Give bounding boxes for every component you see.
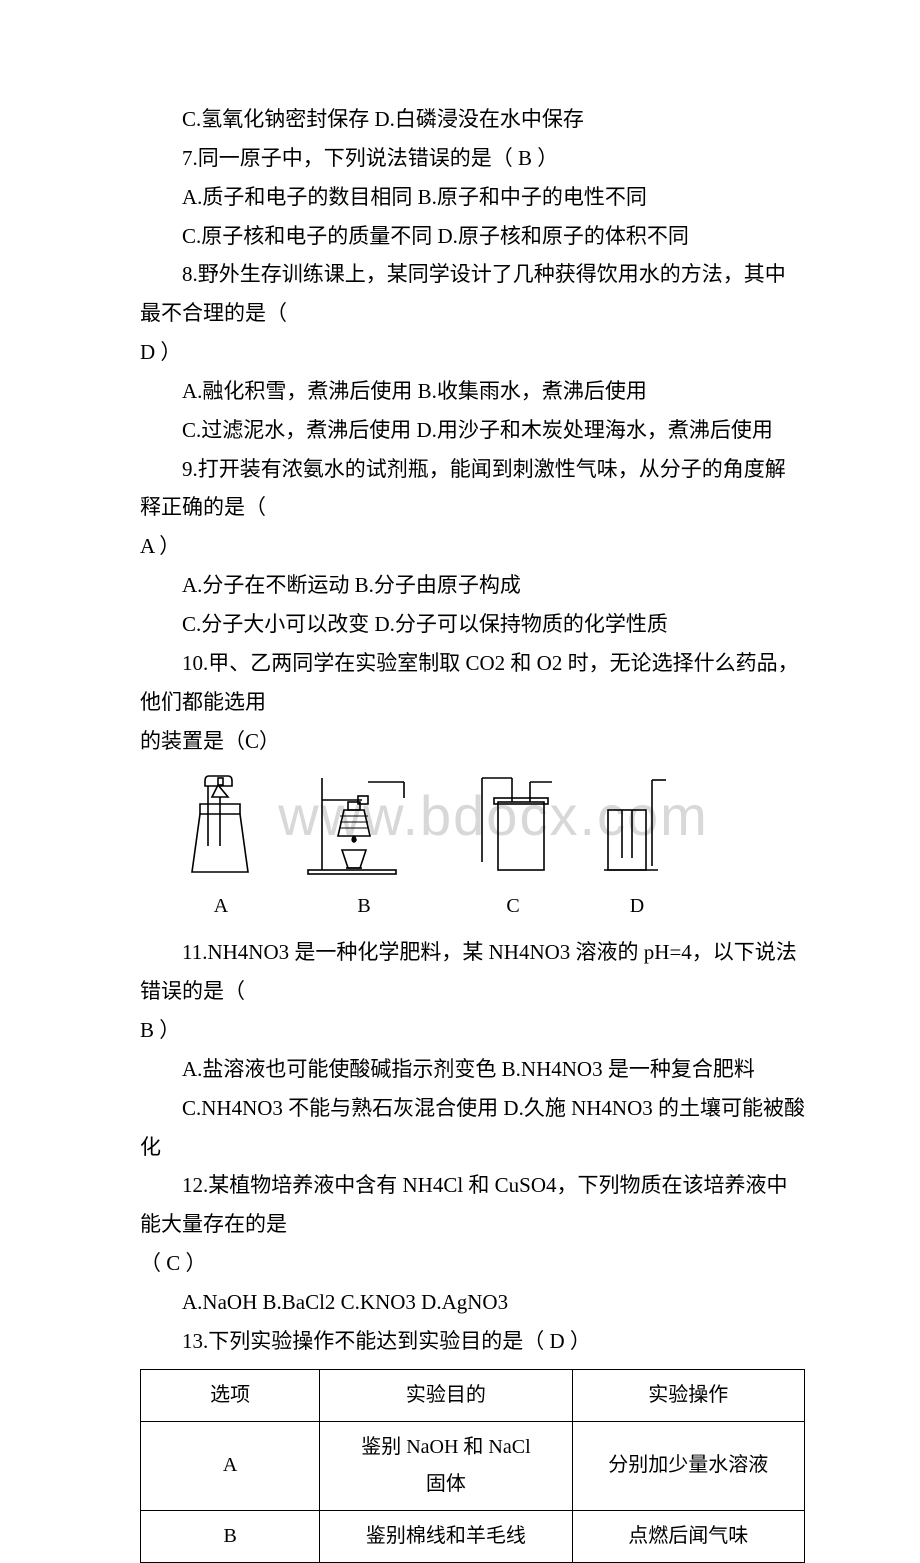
q7-opt-ab: A.质子和电子的数目相同 B.原子和中子的电性不同 xyxy=(140,178,805,217)
q10-stem1: 10.甲、乙两同学在实验室制取 CO2 和 O2 时，无论选择什么药品，他们都能… xyxy=(140,644,805,722)
q9-opt-cd: C.分子大小可以改变 D.分子可以保持物质的化学性质 xyxy=(140,605,805,644)
q11-stem1: 11.NH4NO3 是一种化学肥料，某 NH4NO3 溶液的 pH=4，以下说法… xyxy=(140,933,805,1011)
q9-opt-ab: A.分子在不断运动 B.分子由原子构成 xyxy=(140,566,805,605)
cell-a2: 分别加少量水溶液 xyxy=(572,1421,804,1510)
retort-stand-burner-icon xyxy=(304,774,424,882)
q12-stem2: （ C ） xyxy=(140,1244,805,1283)
table-row: B 鉴别棉线和羊毛线 点燃后闻气味 xyxy=(141,1510,805,1562)
table-row: A 鉴别 NaOH 和 NaCl 固体 分别加少量水溶液 xyxy=(141,1421,805,1510)
cell-b0: B xyxy=(141,1510,320,1562)
cell-a1: 鉴别 NaOH 和 NaCl 固体 xyxy=(320,1421,572,1510)
q8-opt-cd: C.过滤泥水，煮沸后使用 D.用沙子和木炭处理海水，煮沸后使用 xyxy=(140,411,805,450)
apparatus-a: A xyxy=(182,774,260,925)
cell-a0: A xyxy=(141,1421,320,1510)
q11-opt-cd: C.NH4NO3 不能与熟石灰混合使用 D.久施 NH4NO3 的土壤可能被酸化 xyxy=(140,1089,805,1167)
fig-label-b: B xyxy=(357,888,370,925)
th-0: 选项 xyxy=(141,1369,320,1421)
table-header-row: 选项 实验目的 实验操作 xyxy=(141,1369,805,1421)
q7-stem: 7.同一原子中，下列说法错误的是（ B ） xyxy=(140,139,805,178)
q12-opts: A.NaOH B.BaCl2 C.KNO3 D.AgNO3 xyxy=(140,1283,805,1322)
apparatus-c: C xyxy=(468,774,558,925)
q9-stem1: 9.打开装有浓氨水的试剂瓶，能闻到刺激性气味，从分子的角度解释正确的是（ xyxy=(140,450,805,528)
fig-label-c: C xyxy=(506,888,519,925)
q7-opt-cd: C.原子核和电子的质量不同 D.原子核和原子的体积不同 xyxy=(140,217,805,256)
th-2: 实验操作 xyxy=(572,1369,804,1421)
flask-funnel-icon xyxy=(182,774,260,882)
q8-stem1: 8.野外生存训练课上，某同学设计了几种获得饮用水的方法，其中最不合理的是（ xyxy=(140,255,805,333)
cell-b1: 鉴别棉线和羊毛线 xyxy=(320,1510,572,1562)
q11-opt-ab: A.盐溶液也可能使酸碱指示剂变色 B.NH4NO3 是一种复合肥料 xyxy=(140,1050,805,1089)
apparatus-b: B xyxy=(304,774,424,925)
q6-opt-cd: C.氢氧化钠密封保存 D.白磷浸没在水中保存 xyxy=(140,100,805,139)
q8-stem2: D ） xyxy=(140,333,805,372)
q13-stem: 13.下列实验操作不能达到实验目的是（ D ） xyxy=(140,1322,805,1361)
cell-b2: 点燃后闻气味 xyxy=(572,1510,804,1562)
q10-stem2: 的装置是（C） xyxy=(140,722,805,761)
q10-figure-row: www.bdocx.com A xyxy=(182,774,805,925)
apparatus-d: D xyxy=(602,774,672,925)
q11-stem2: B ） xyxy=(140,1011,805,1050)
water-displacement-icon xyxy=(602,774,672,882)
th-1: 实验目的 xyxy=(320,1369,572,1421)
gas-collection-bottle-icon xyxy=(468,774,558,882)
q8-opt-ab: A.融化积雪，煮沸后使用 B.收集雨水，煮沸后使用 xyxy=(140,372,805,411)
q13-table: 选项 实验目的 实验操作 A 鉴别 NaOH 和 NaCl 固体 分别加少量水溶… xyxy=(140,1369,805,1563)
fig-label-d: D xyxy=(630,888,644,925)
q9-stem2: A ） xyxy=(140,527,805,566)
q12-stem1: 12.某植物培养液中含有 NH4Cl 和 CuSO4，下列物质在该培养液中能大量… xyxy=(140,1166,805,1244)
fig-label-a: A xyxy=(214,888,228,925)
